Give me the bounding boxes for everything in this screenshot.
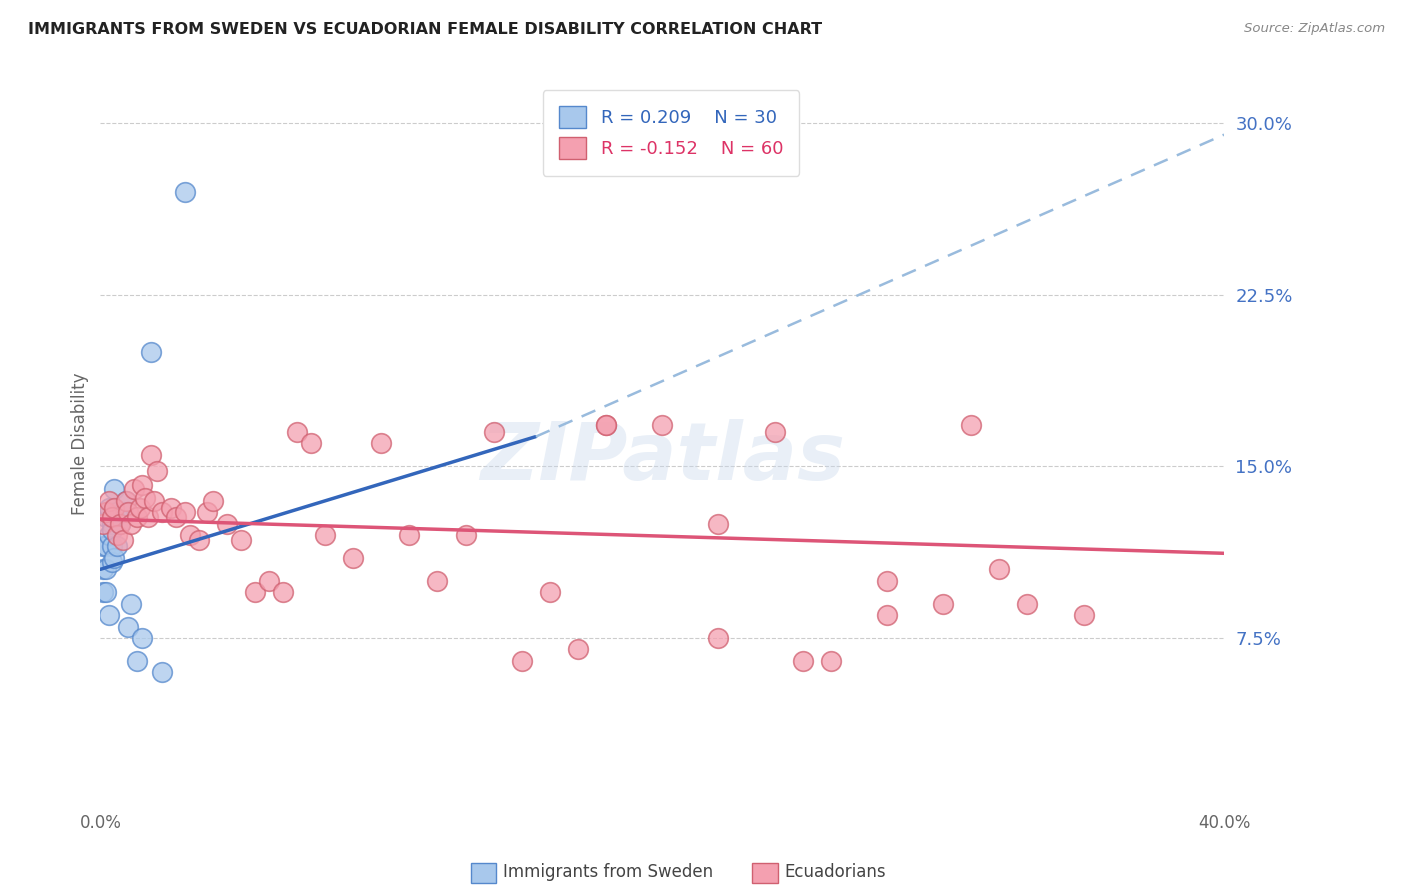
Point bbox=[538, 585, 561, 599]
Point bbox=[482, 425, 505, 439]
Point bbox=[94, 540, 117, 554]
Point bbox=[159, 500, 181, 515]
Point bbox=[103, 550, 125, 565]
Legend: R = 0.209    N = 30, R = -0.152    N = 60: R = 0.209 N = 30, R = -0.152 N = 60 bbox=[543, 90, 799, 176]
Point bbox=[134, 491, 156, 506]
Point bbox=[120, 597, 142, 611]
Point bbox=[136, 509, 159, 524]
Y-axis label: Female Disability: Female Disability bbox=[72, 372, 89, 515]
Point bbox=[100, 509, 122, 524]
Point bbox=[103, 500, 125, 515]
Point bbox=[707, 516, 730, 531]
Point bbox=[114, 493, 136, 508]
Point bbox=[97, 493, 120, 508]
Point bbox=[932, 597, 955, 611]
Point bbox=[1017, 597, 1039, 611]
Point bbox=[426, 574, 449, 588]
Point bbox=[97, 505, 120, 519]
Point bbox=[792, 654, 814, 668]
Point bbox=[285, 425, 308, 439]
Point bbox=[91, 516, 114, 531]
Point bbox=[105, 528, 128, 542]
Point bbox=[150, 505, 173, 519]
Point bbox=[142, 493, 165, 508]
Point bbox=[128, 500, 150, 515]
Point bbox=[139, 448, 162, 462]
Point bbox=[120, 516, 142, 531]
Point bbox=[454, 528, 477, 542]
Text: Ecuadorians: Ecuadorians bbox=[785, 863, 886, 881]
Point bbox=[1073, 608, 1095, 623]
Point bbox=[94, 585, 117, 599]
Text: Immigrants from Sweden: Immigrants from Sweden bbox=[503, 863, 713, 881]
Point bbox=[105, 505, 128, 519]
Point bbox=[125, 509, 148, 524]
Point bbox=[257, 574, 280, 588]
Point bbox=[195, 505, 218, 519]
Point bbox=[131, 631, 153, 645]
Point bbox=[103, 509, 125, 524]
Point bbox=[651, 418, 673, 433]
Point bbox=[187, 533, 209, 547]
Point bbox=[97, 528, 120, 542]
Text: IMMIGRANTS FROM SWEDEN VS ECUADORIAN FEMALE DISABILITY CORRELATION CHART: IMMIGRANTS FROM SWEDEN VS ECUADORIAN FEM… bbox=[28, 22, 823, 37]
Point bbox=[229, 533, 252, 547]
Point bbox=[100, 524, 122, 538]
Point bbox=[988, 562, 1011, 576]
Point bbox=[510, 654, 533, 668]
Point bbox=[97, 500, 120, 515]
Point bbox=[103, 482, 125, 496]
Point bbox=[342, 550, 364, 565]
Point bbox=[94, 509, 117, 524]
Point bbox=[173, 185, 195, 199]
Point bbox=[763, 425, 786, 439]
Point bbox=[91, 540, 114, 554]
Point bbox=[567, 642, 589, 657]
Point bbox=[876, 574, 898, 588]
Point bbox=[117, 619, 139, 633]
Point bbox=[125, 654, 148, 668]
Point bbox=[299, 436, 322, 450]
Point bbox=[165, 509, 187, 524]
Point bbox=[105, 540, 128, 554]
Point bbox=[707, 631, 730, 645]
Point bbox=[139, 345, 162, 359]
Point bbox=[111, 505, 134, 519]
Point bbox=[314, 528, 336, 542]
Point bbox=[91, 562, 114, 576]
Point bbox=[173, 505, 195, 519]
Point bbox=[94, 562, 117, 576]
Point bbox=[201, 493, 224, 508]
Point bbox=[243, 585, 266, 599]
Point bbox=[145, 464, 167, 478]
Point bbox=[114, 493, 136, 508]
Point bbox=[370, 436, 392, 450]
Point bbox=[876, 608, 898, 623]
Point bbox=[108, 516, 131, 531]
Point bbox=[100, 556, 122, 570]
Point bbox=[100, 516, 122, 531]
Point bbox=[108, 516, 131, 531]
Point bbox=[271, 585, 294, 599]
Point bbox=[122, 482, 145, 496]
Point bbox=[820, 654, 842, 668]
Point bbox=[100, 540, 122, 554]
Point bbox=[960, 418, 983, 433]
Text: ZIPatlas: ZIPatlas bbox=[479, 419, 845, 497]
Point bbox=[111, 533, 134, 547]
Point bbox=[150, 665, 173, 680]
Point bbox=[179, 528, 201, 542]
Point bbox=[117, 505, 139, 519]
Point bbox=[595, 418, 617, 433]
Point bbox=[131, 477, 153, 491]
Text: Source: ZipAtlas.com: Source: ZipAtlas.com bbox=[1244, 22, 1385, 36]
Point bbox=[398, 528, 420, 542]
Point bbox=[97, 608, 120, 623]
Point bbox=[215, 516, 238, 531]
Point bbox=[94, 505, 117, 519]
Point bbox=[91, 585, 114, 599]
Point bbox=[595, 418, 617, 433]
